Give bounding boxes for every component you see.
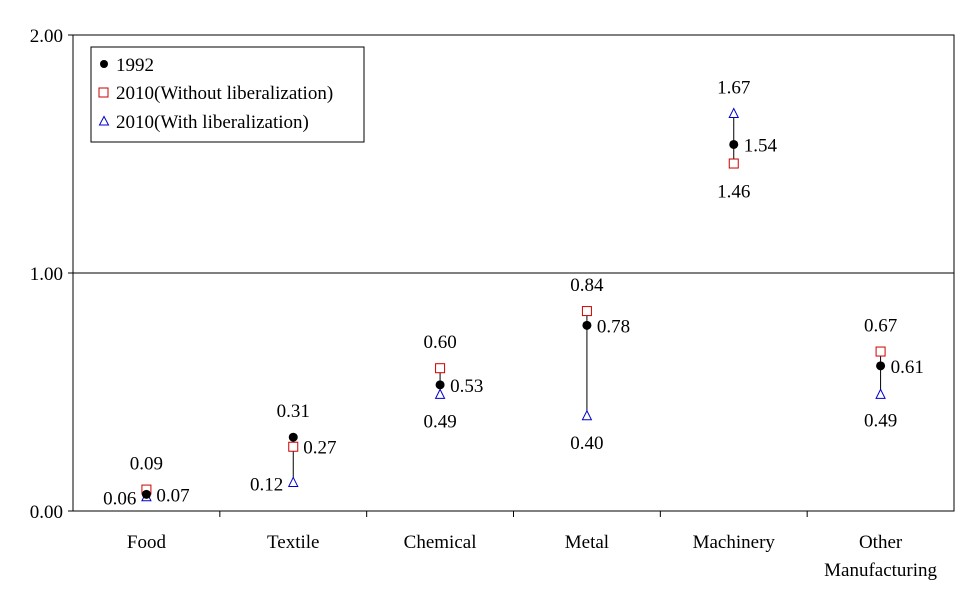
- category-label-metal: Metal: [565, 532, 609, 553]
- data-markers: [141, 107, 886, 502]
- marker-2010-with-liberalization-machinery: [728, 107, 740, 119]
- data-label-1992-chemical: 0.53: [450, 376, 483, 397]
- category-label-other-manufacturing: Manufacturing: [824, 560, 937, 581]
- legend-marker-1992: [100, 60, 108, 68]
- data-label-1992-food: 0.07: [156, 485, 189, 506]
- category-label-other-manufacturing: Other: [859, 532, 903, 553]
- data-label-2010-with-liberalization-textile: 0.12: [250, 474, 283, 495]
- data-label-2010-with-liberalization-food: 0.06: [103, 489, 136, 510]
- marker-2010-with-liberalization-other-manufacturing: [875, 388, 886, 399]
- legend-box: [90, 46, 365, 143]
- data-label-1992-metal: 0.78: [597, 316, 630, 337]
- category-label-machinery: Machinery: [693, 532, 776, 553]
- data-label-2010-without-liberalization-food: 0.09: [130, 454, 163, 475]
- data-label-2010-without-liberalization-other-manufacturing: 0.67: [864, 316, 897, 337]
- marker-2010-with-liberalization-textile: [287, 476, 299, 487]
- marker-1992-food: [141, 489, 151, 499]
- marker-2010-with-liberalization-chemical: [434, 388, 446, 399]
- range-lines: [145, 113, 882, 497]
- marker-1992-textile: [288, 432, 298, 442]
- legend-label-without-liberalization: 2010(Without liberalization): [116, 83, 333, 104]
- data-label-2010-with-liberalization-machinery: 1.67: [717, 78, 750, 99]
- y-tick-label: 1.00: [30, 264, 63, 285]
- data-label-1992-machinery: 1.54: [744, 135, 778, 156]
- marker-2010-without-liberalization-machinery: [728, 158, 739, 169]
- y-tick-label: 0.00: [30, 502, 63, 523]
- marker-2010-without-liberalization-metal: [581, 306, 592, 317]
- marker-1992-metal: [582, 320, 592, 330]
- data-label-2010-with-liberalization-chemical: 0.49: [423, 411, 456, 432]
- legend: 1992 2010(Without liberalization) 2010(W…: [90, 46, 365, 143]
- x-axis: Food Textile Chemical Metal Machinery Other Ma…: [127, 511, 938, 581]
- marker-2010-without-liberalization-textile: [288, 441, 299, 452]
- data-label-2010-without-liberalization-textile: 0.27: [303, 438, 336, 459]
- category-label-food: Food: [127, 532, 167, 553]
- legend-label-1992: 1992: [116, 55, 154, 76]
- data-label-2010-without-liberalization-chemical: 0.60: [423, 332, 456, 353]
- data-label-2010-without-liberalization-machinery: 1.46: [717, 182, 750, 203]
- legend-marker-with-liberalization: [98, 115, 110, 126]
- category-label-textile: Textile: [267, 532, 319, 553]
- marker-1992-machinery: [729, 139, 739, 149]
- marker-2010-without-liberalization-other-manufacturing: [875, 346, 886, 357]
- y-tick-label: 2.00: [30, 26, 63, 47]
- data-label-1992-other-manufacturing: 0.61: [891, 357, 924, 378]
- data-label-1992-textile: 0.31: [277, 401, 310, 422]
- marker-1992-other-manufacturing: [876, 361, 886, 371]
- data-label-2010-without-liberalization-metal: 0.84: [570, 275, 604, 296]
- y-axis: 0.00 1.00 2.00: [30, 26, 73, 523]
- data-label-2010-with-liberalization-metal: 0.40: [570, 433, 603, 454]
- legend-label-with-liberalization: 2010(With liberalization): [116, 112, 309, 133]
- category-label-chemical: Chemical: [404, 532, 477, 553]
- marker-2010-without-liberalization-chemical: [435, 363, 446, 374]
- data-label-2010-with-liberalization-other-manufacturing: 0.49: [864, 410, 897, 431]
- data-labels: 0.07 0.31 0.53 0.78 1.54 0.61 0.09 0.27 0.60 0.84…: [103, 78, 924, 510]
- marker-1992-chemical: [435, 380, 445, 390]
- marker-2010-with-liberalization-metal: [581, 409, 593, 421]
- legend-marker-without-liberalization: [98, 87, 109, 98]
